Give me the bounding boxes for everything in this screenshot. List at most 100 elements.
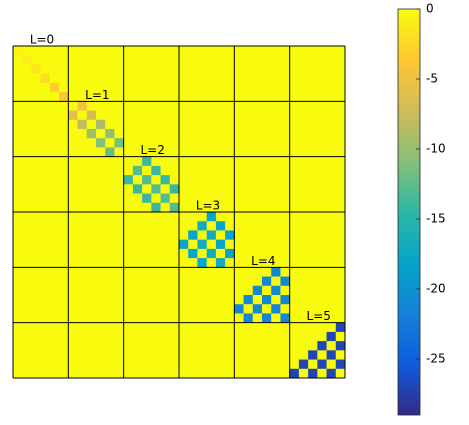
- cell: [123, 202, 134, 213]
- cell: [188, 101, 198, 111]
- cell: [215, 359, 226, 370]
- cell: [77, 46, 88, 56]
- cell: [31, 202, 42, 213]
- cell: [298, 341, 309, 351]
- cell: [262, 285, 272, 296]
- cell: [105, 304, 115, 314]
- cell: [225, 147, 235, 158]
- cell: [289, 212, 300, 222]
- cell: [114, 202, 125, 213]
- cell: [13, 341, 23, 351]
- cell: [68, 156, 78, 167]
- cell: [151, 184, 161, 194]
- cell: [13, 350, 23, 360]
- cell: [40, 138, 51, 148]
- cell: [317, 184, 327, 194]
- cell: [22, 202, 32, 213]
- cell: [197, 304, 208, 314]
- cell: [197, 368, 208, 379]
- cell: [105, 46, 115, 56]
- cell: [179, 82, 189, 93]
- colorbar-tick-label: 0: [426, 2, 434, 16]
- cell: [271, 359, 281, 370]
- cell: [188, 165, 198, 176]
- cell: [271, 341, 281, 351]
- cell: [114, 258, 125, 268]
- cell: [215, 101, 226, 111]
- cell: [234, 313, 244, 324]
- cell: [225, 341, 235, 351]
- cell: [298, 258, 309, 268]
- cell: [77, 73, 88, 84]
- cell: [142, 55, 152, 65]
- cell: [188, 350, 198, 360]
- cell: [243, 138, 254, 148]
- cell: [151, 55, 161, 65]
- cell: [13, 101, 23, 111]
- cell: [86, 175, 97, 185]
- cell: [68, 175, 78, 185]
- cell: [289, 156, 300, 167]
- cell: [188, 295, 198, 305]
- cell: [252, 295, 263, 305]
- cell: [31, 129, 42, 139]
- cell: [123, 322, 134, 333]
- cell: [179, 46, 189, 56]
- cell: [262, 46, 272, 56]
- cell: [243, 129, 254, 139]
- cell: [40, 129, 51, 139]
- cell: [243, 295, 254, 305]
- cell: [169, 276, 180, 287]
- cell: [68, 221, 78, 231]
- cell: [22, 285, 32, 296]
- cell: [142, 92, 152, 102]
- cell: [169, 119, 180, 130]
- cell: [142, 359, 152, 370]
- cell: [123, 368, 134, 379]
- cell: [197, 147, 208, 158]
- cell: [13, 193, 23, 204]
- cell: [188, 258, 198, 268]
- cell: [59, 110, 69, 121]
- cell: [234, 119, 244, 130]
- cell: [96, 184, 106, 194]
- cell: [308, 101, 318, 111]
- cell: [179, 184, 189, 194]
- cell: [197, 248, 208, 259]
- cell: [188, 276, 198, 287]
- cell: [271, 129, 281, 139]
- cell: [77, 322, 88, 333]
- cell: [271, 322, 281, 333]
- cell: [49, 92, 60, 102]
- cell: [114, 46, 125, 56]
- cell: [225, 368, 235, 379]
- cell: [280, 184, 291, 194]
- cell: [215, 322, 226, 333]
- cell: [40, 285, 51, 296]
- cell: [271, 202, 281, 213]
- cell: [105, 92, 115, 102]
- cell: [160, 368, 171, 379]
- cell: [68, 110, 78, 121]
- cell: [215, 147, 226, 158]
- cell: [326, 156, 337, 167]
- cell: [77, 313, 88, 324]
- cell: [271, 221, 281, 231]
- cell: [234, 285, 244, 296]
- cell: [114, 92, 125, 102]
- cell: [234, 156, 244, 167]
- cell: [280, 92, 291, 102]
- cell: [215, 285, 226, 296]
- cell: [326, 276, 337, 287]
- cell: [206, 46, 217, 56]
- cell: [197, 119, 208, 130]
- cell: [13, 304, 23, 314]
- cell: [142, 331, 152, 342]
- cell: [298, 202, 309, 213]
- cell: [215, 193, 226, 204]
- cell: [151, 175, 161, 185]
- cell: [142, 165, 152, 176]
- cell: [335, 119, 346, 130]
- cell: [132, 55, 143, 65]
- cell: [105, 184, 115, 194]
